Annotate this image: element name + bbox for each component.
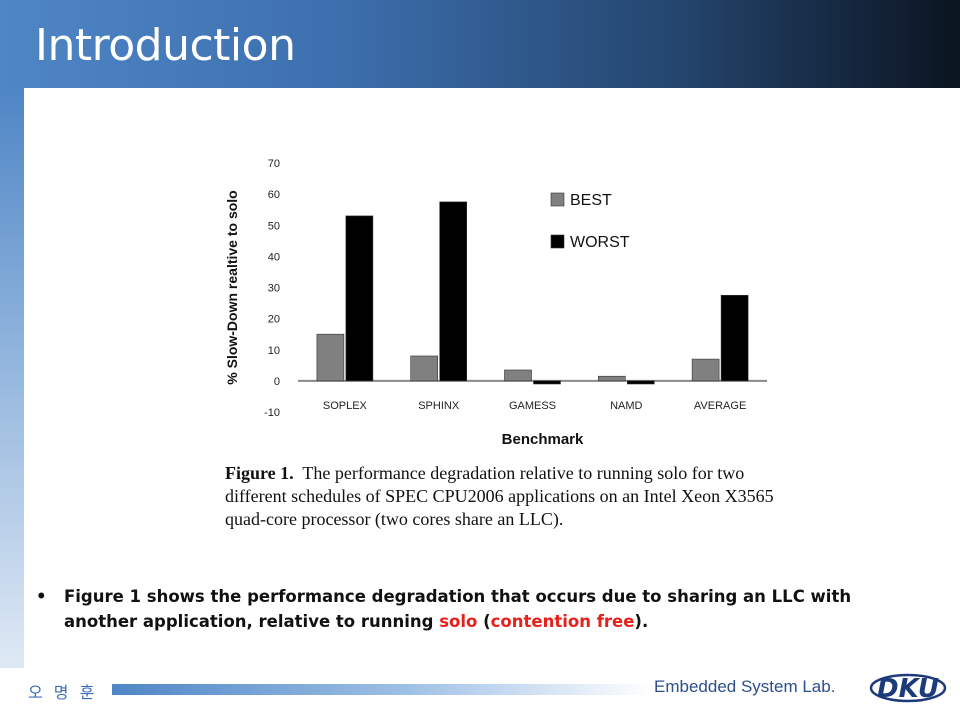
bullet-dot: • (36, 587, 47, 606)
y-tick-label: 10 (268, 345, 280, 357)
bar-best-average (691, 358, 720, 382)
y-axis-label: % Slow-Down realtive to solo (224, 190, 240, 384)
slide-title: Introduction (35, 20, 296, 71)
legend-swatch-best (550, 192, 565, 207)
left-decor-strip (0, 88, 24, 668)
highlight-solo: solo (439, 612, 478, 631)
legend-label-worst: WORST (570, 234, 630, 251)
footer-author: 오 명 훈 (28, 683, 98, 702)
bar-best-gamess (504, 369, 532, 382)
caption-label: Figure 1. (225, 463, 294, 483)
footer-lab-name: Embedded System Lab. (654, 677, 836, 696)
y-tick-label: 20 (268, 314, 280, 326)
paren-open: ( (477, 612, 491, 631)
x-tick-label: AVERAGE (694, 400, 746, 412)
y-tick-label: 0 (274, 376, 280, 388)
bar-best-namd (597, 375, 626, 382)
legend-swatch-worst (550, 234, 565, 249)
y-tick-label: 50 (268, 220, 280, 232)
bar-best-sphinx (410, 355, 438, 382)
logo-text: DKU (877, 674, 939, 704)
title-bar (0, 0, 960, 88)
footer-gradient-bar (112, 684, 652, 695)
y-tick-label: 40 (268, 251, 280, 263)
bar-worst-gamess (533, 380, 561, 385)
figure-caption: Figure 1. The performance degradation re… (225, 462, 775, 531)
x-tick-label: SOPLEX (323, 400, 368, 412)
x-tick-label: SPHINX (418, 400, 460, 412)
bar-best-soplex (316, 333, 345, 382)
figure-1-chart: -10 0 10 20 30 40 50 60 70 % Slow-Down realtive t… (215, 150, 775, 540)
bar-worst-average (720, 294, 749, 382)
x-tick-label: GAMESS (509, 400, 556, 412)
caption-text: The performance degradation relative to … (225, 463, 774, 529)
bar-worst-namd (626, 380, 655, 385)
x-axis-label: Benchmark (502, 431, 584, 448)
highlight-contention-free: contention free (490, 612, 635, 631)
dku-logo: DKU (869, 673, 947, 704)
y-tick-label: 30 (268, 283, 280, 295)
y-tick-label: 60 (268, 189, 280, 201)
bar-worst-sphinx (439, 201, 467, 382)
bar-worst-soplex (345, 215, 374, 382)
y-tick-label: 70 (268, 158, 280, 170)
bullet-paragraph: • Figure 1 shows the performance degrada… (36, 584, 926, 634)
bullet-text: Figure 1 shows the performance degradati… (64, 587, 852, 631)
legend-label-best: BEST (570, 192, 612, 209)
bar-chart: -10 0 10 20 30 40 50 60 70 % Slow-Down realtive t… (224, 158, 767, 448)
x-tick-label: NAMD (610, 400, 642, 412)
y-tick-label: -10 (264, 407, 280, 419)
paren-close: ). (634, 612, 649, 631)
